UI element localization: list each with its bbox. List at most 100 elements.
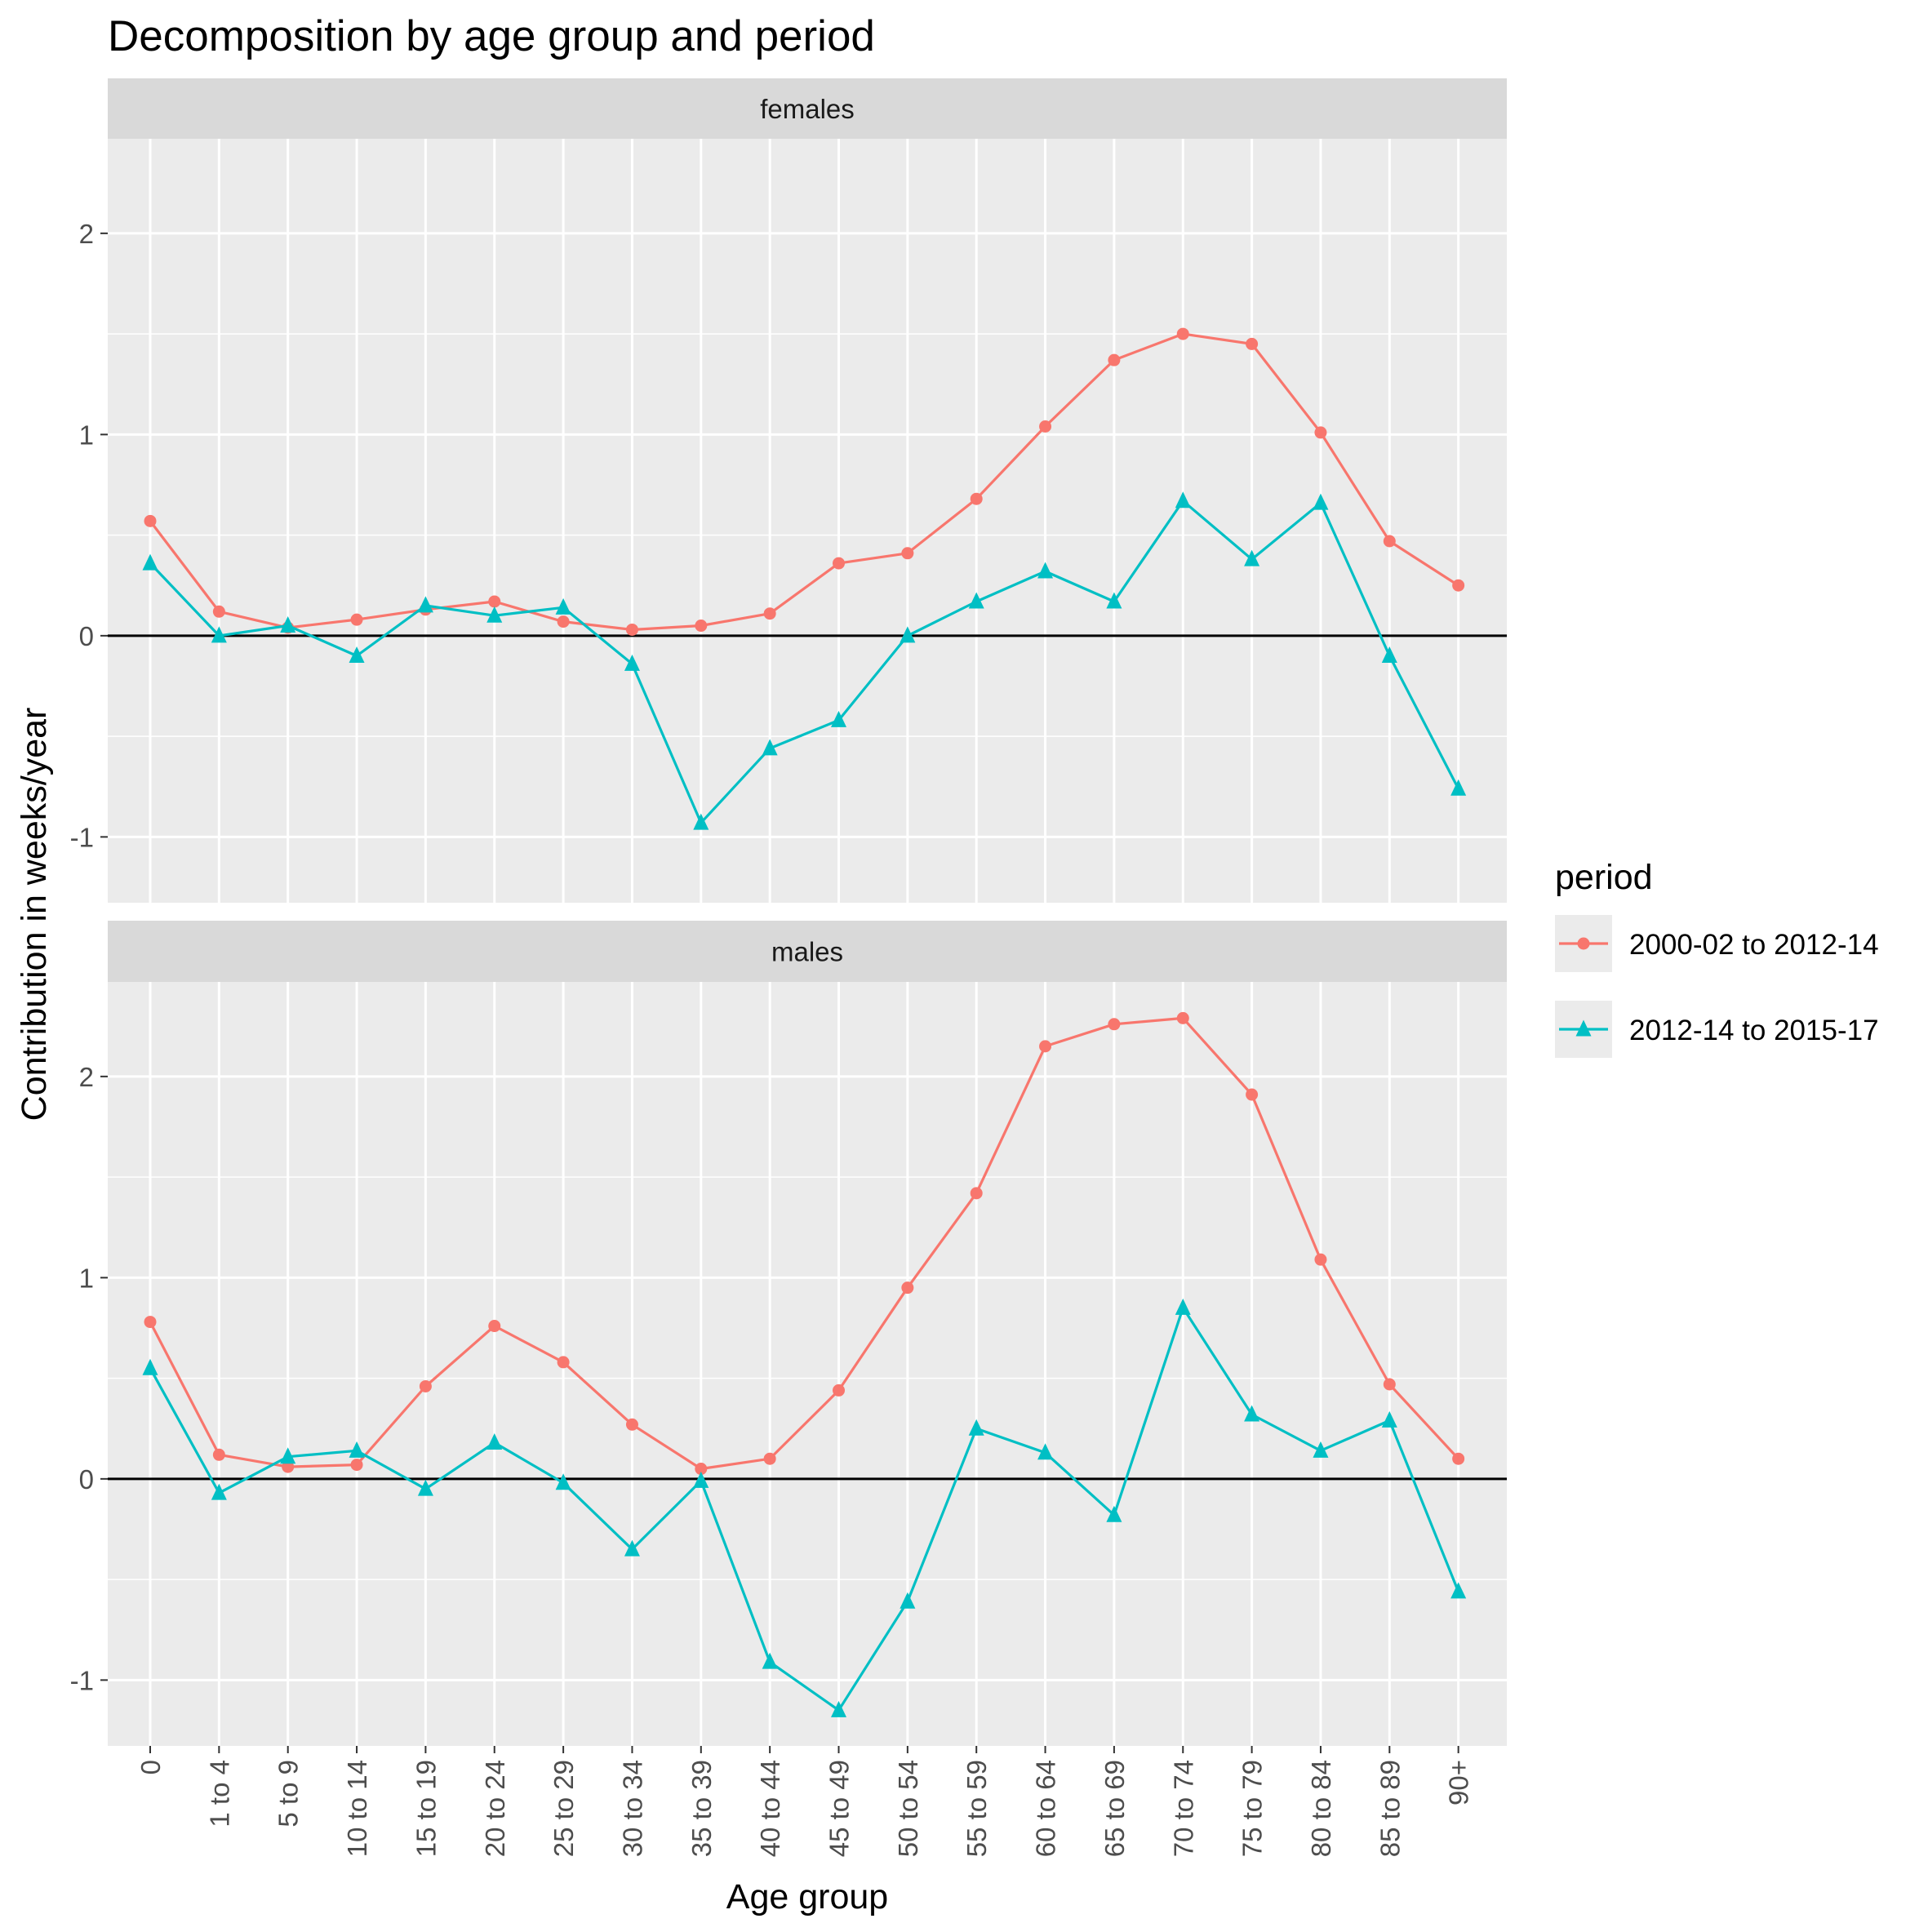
series-line-males-2000-02-to-2012-14 [149, 1016, 1459, 1471]
data-point-males-2000-02-to-2012-14-0 [144, 1316, 157, 1329]
panel-label-males: males [771, 937, 843, 967]
legend-marker-2 [1575, 1019, 1592, 1037]
data-point-females-2000-02-to-2012-14-80-to-84 [1314, 426, 1327, 439]
x-tick-label-20-to-24: 20 to 24 [480, 1760, 510, 1857]
data-point-females-2012-14-to-2015-17-30-to-34 [624, 654, 640, 671]
data-point-females-2000-02-to-2012-14-10-to-14 [350, 613, 363, 626]
data-point-males-2012-14-to-2015-17-80-to-84 [1313, 1441, 1329, 1458]
data-point-males-2012-14-to-2015-17-60-to-64 [1037, 1443, 1054, 1460]
x-tick-label-55-to-59: 55 to 59 [962, 1760, 992, 1857]
panel-label-females: females [760, 94, 855, 124]
y-tick-label-females: 1 [79, 420, 94, 450]
x-tick-label-15-to-19: 15 to 19 [411, 1760, 441, 1857]
x-tick-label-65-to-69: 65 to 69 [1099, 1760, 1130, 1857]
data-point-males-2012-14-to-2015-17-1-to-4 [211, 1483, 227, 1500]
data-point-males-2000-02-to-2012-14-85-to-89 [1383, 1378, 1396, 1391]
data-point-males-2012-14-to-2015-17-35-to-39 [693, 1471, 709, 1488]
data-point-females-2012-14-to-2015-17-20-to-24 [486, 606, 503, 623]
y-axis-title: Contribution in weeks/year [15, 708, 54, 1121]
data-point-males-2000-02-to-2012-14-60-to-64 [1039, 1040, 1052, 1053]
data-point-females-2000-02-to-2012-14-70-to-74 [1176, 327, 1189, 340]
x-tick-label-45-to-49: 45 to 49 [824, 1760, 855, 1857]
data-point-females-2000-02-to-2012-14-85-to-89 [1383, 535, 1396, 548]
legend-label-2: 2012-14 to 2015-17 [1629, 1015, 1879, 1046]
data-point-females-2012-14-to-2015-17-5-to-9 [280, 616, 296, 633]
data-point-males-2000-02-to-2012-14-10-to-14 [350, 1459, 363, 1472]
data-point-males-2012-14-to-2015-17-55-to-59 [968, 1419, 984, 1436]
data-point-females-2000-02-to-2012-14-25-to-29 [557, 615, 570, 628]
y-tick-label-males: -1 [70, 1665, 94, 1695]
data-point-females-2012-14-to-2015-17-40-to-44 [762, 739, 778, 756]
x-tick-label-40-to-44: 40 to 44 [755, 1760, 785, 1857]
data-point-males-2000-02-to-2012-14-70-to-74 [1176, 1011, 1189, 1024]
data-point-males-2012-14-to-2015-17-70-to-74 [1175, 1298, 1191, 1315]
panel-background-males [108, 982, 1507, 1746]
x-tick-label-35-to-39: 35 to 39 [686, 1760, 717, 1857]
data-point-females-2012-14-to-2015-17-35-to-39 [693, 813, 709, 830]
data-point-males-2012-14-to-2015-17-25-to-29 [555, 1473, 571, 1490]
data-point-females-2012-14-to-2015-17-10-to-14 [349, 646, 365, 664]
x-tick-label-25-to-29: 25 to 29 [549, 1760, 579, 1857]
data-point-females-2012-14-to-2015-17-45-to-49 [831, 710, 846, 727]
x-tick-label-85-to-89: 85 to 89 [1375, 1760, 1405, 1857]
data-point-females-2000-02-to-2012-14-40-to-44 [763, 607, 776, 620]
data-point-females-2012-14-to-2015-17-90 [1450, 779, 1467, 796]
data-point-males-2012-14-to-2015-17-30-to-34 [624, 1539, 640, 1557]
panel-strip-males [108, 921, 1507, 982]
data-point-females-2000-02-to-2012-14-75-to-79 [1246, 337, 1259, 350]
data-point-males-2000-02-to-2012-14-55-to-59 [970, 1187, 983, 1200]
x-tick-label-90: 90+ [1444, 1760, 1474, 1805]
legend-marker-1 [1577, 937, 1590, 950]
data-point-females-2012-14-to-2015-17-0 [142, 553, 158, 571]
legend-label-1: 2000-02 to 2012-14 [1629, 929, 1879, 961]
y-tick-label-females: -1 [70, 822, 94, 852]
data-point-males-2000-02-to-2012-14-15-to-19 [419, 1379, 432, 1392]
data-point-males-2012-14-to-2015-17-75-to-79 [1244, 1405, 1260, 1422]
y-tick-label-males: 2 [79, 1062, 94, 1092]
y-tick-label-females: 0 [79, 621, 94, 651]
data-point-males-2000-02-to-2012-14-1-to-4 [212, 1448, 225, 1461]
series-line-males-2012-14-to-2015-17 [149, 1306, 1460, 1712]
data-point-females-2000-02-to-2012-14-90 [1452, 579, 1465, 592]
data-point-females-2012-14-to-2015-17-50-to-54 [900, 626, 916, 643]
x-tick-label-30-to-34: 30 to 34 [617, 1760, 647, 1857]
data-point-males-2012-14-to-2015-17-20-to-24 [486, 1432, 503, 1450]
x-tick-label-0: 0 [135, 1760, 166, 1774]
data-point-males-2000-02-to-2012-14-40-to-44 [763, 1452, 776, 1465]
data-point-females-2012-14-to-2015-17-25-to-29 [555, 597, 571, 615]
x-tick-label-70-to-74: 70 to 74 [1168, 1760, 1198, 1857]
data-point-males-2000-02-to-2012-14-20-to-24 [488, 1320, 501, 1333]
data-point-females-2012-14-to-2015-17-75-to-79 [1244, 549, 1260, 566]
data-point-males-2012-14-to-2015-17-15-to-19 [417, 1479, 433, 1496]
data-point-males-2012-14-to-2015-17-40-to-44 [762, 1652, 778, 1669]
data-point-males-2012-14-to-2015-17-45-to-49 [831, 1700, 846, 1717]
data-point-males-2000-02-to-2012-14-5-to-9 [282, 1460, 295, 1473]
x-tick-label-5-to-9: 5 to 9 [273, 1760, 304, 1828]
data-point-females-2012-14-to-2015-17-85-to-89 [1381, 646, 1397, 664]
data-point-males-2012-14-to-2015-17-5-to-9 [280, 1447, 296, 1464]
x-tick-label-50-to-54: 50 to 54 [893, 1760, 923, 1857]
panel-strip-females [108, 78, 1507, 139]
data-point-males-2000-02-to-2012-14-45-to-49 [833, 1383, 845, 1397]
x-tick-label-80-to-84: 80 to 84 [1306, 1760, 1336, 1857]
data-point-males-2012-14-to-2015-17-50-to-54 [900, 1592, 916, 1609]
x-tick-label-1-to-4: 1 to 4 [204, 1760, 234, 1828]
data-point-males-2012-14-to-2015-17-65-to-69 [1106, 1505, 1122, 1522]
data-point-males-2000-02-to-2012-14-80-to-84 [1314, 1253, 1327, 1266]
legend-title: period [1555, 858, 1653, 897]
data-point-females-2012-14-to-2015-17-65-to-69 [1106, 592, 1122, 609]
data-point-males-2000-02-to-2012-14-25-to-29 [557, 1356, 570, 1369]
y-tick-label-males: 0 [79, 1464, 94, 1495]
data-point-females-2000-02-to-2012-14-50-to-54 [901, 547, 914, 560]
data-point-females-2000-02-to-2012-14-55-to-59 [970, 492, 983, 505]
series-line-females-2012-14-to-2015-17 [149, 500, 1460, 824]
x-tick-label-60-to-64: 60 to 64 [1031, 1760, 1061, 1857]
data-point-females-2012-14-to-2015-17-70-to-74 [1175, 491, 1191, 509]
series-line-females-2000-02-to-2012-14 [149, 332, 1459, 632]
data-point-males-2012-14-to-2015-17-0 [142, 1358, 158, 1375]
data-point-females-2000-02-to-2012-14-1-to-4 [212, 605, 225, 618]
data-point-females-2012-14-to-2015-17-55-to-59 [968, 592, 984, 609]
data-point-females-2000-02-to-2012-14-35-to-39 [695, 620, 708, 633]
